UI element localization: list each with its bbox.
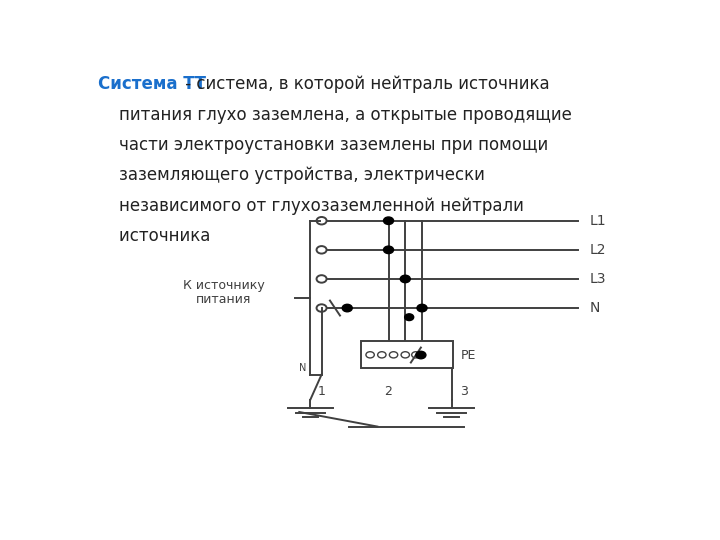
Text: источника: источника bbox=[99, 227, 211, 245]
Circle shape bbox=[342, 305, 352, 312]
Circle shape bbox=[405, 314, 414, 321]
Text: 1: 1 bbox=[318, 384, 325, 397]
Text: N: N bbox=[299, 363, 306, 373]
Circle shape bbox=[400, 275, 410, 282]
Text: части электроустановки заземлены при помощи: части электроустановки заземлены при пом… bbox=[99, 136, 549, 154]
Circle shape bbox=[384, 217, 394, 225]
Circle shape bbox=[384, 246, 394, 254]
Text: 3: 3 bbox=[460, 384, 468, 397]
Text: L3: L3 bbox=[590, 272, 606, 286]
Text: - система, в которой нейтраль источника: - система, в которой нейтраль источника bbox=[181, 75, 550, 93]
Text: питания глухо заземлена, а открытые проводящие: питания глухо заземлена, а открытые пров… bbox=[99, 105, 572, 124]
Circle shape bbox=[417, 305, 427, 312]
Text: К источнику: К источнику bbox=[183, 279, 265, 292]
Text: L2: L2 bbox=[590, 243, 606, 257]
Text: L1: L1 bbox=[590, 214, 606, 228]
Text: Система ТТ: Система ТТ bbox=[99, 75, 207, 93]
Text: заземляющего устройства, электрически: заземляющего устройства, электрически bbox=[99, 166, 485, 184]
Text: PE: PE bbox=[461, 348, 477, 361]
Text: N: N bbox=[590, 301, 600, 315]
Text: питания: питания bbox=[197, 293, 251, 306]
Text: независимого от глухозаземленной нейтрали: независимого от глухозаземленной нейтрал… bbox=[99, 197, 524, 214]
Bar bbox=[361, 341, 453, 368]
Text: 2: 2 bbox=[384, 384, 392, 397]
Circle shape bbox=[416, 352, 426, 359]
